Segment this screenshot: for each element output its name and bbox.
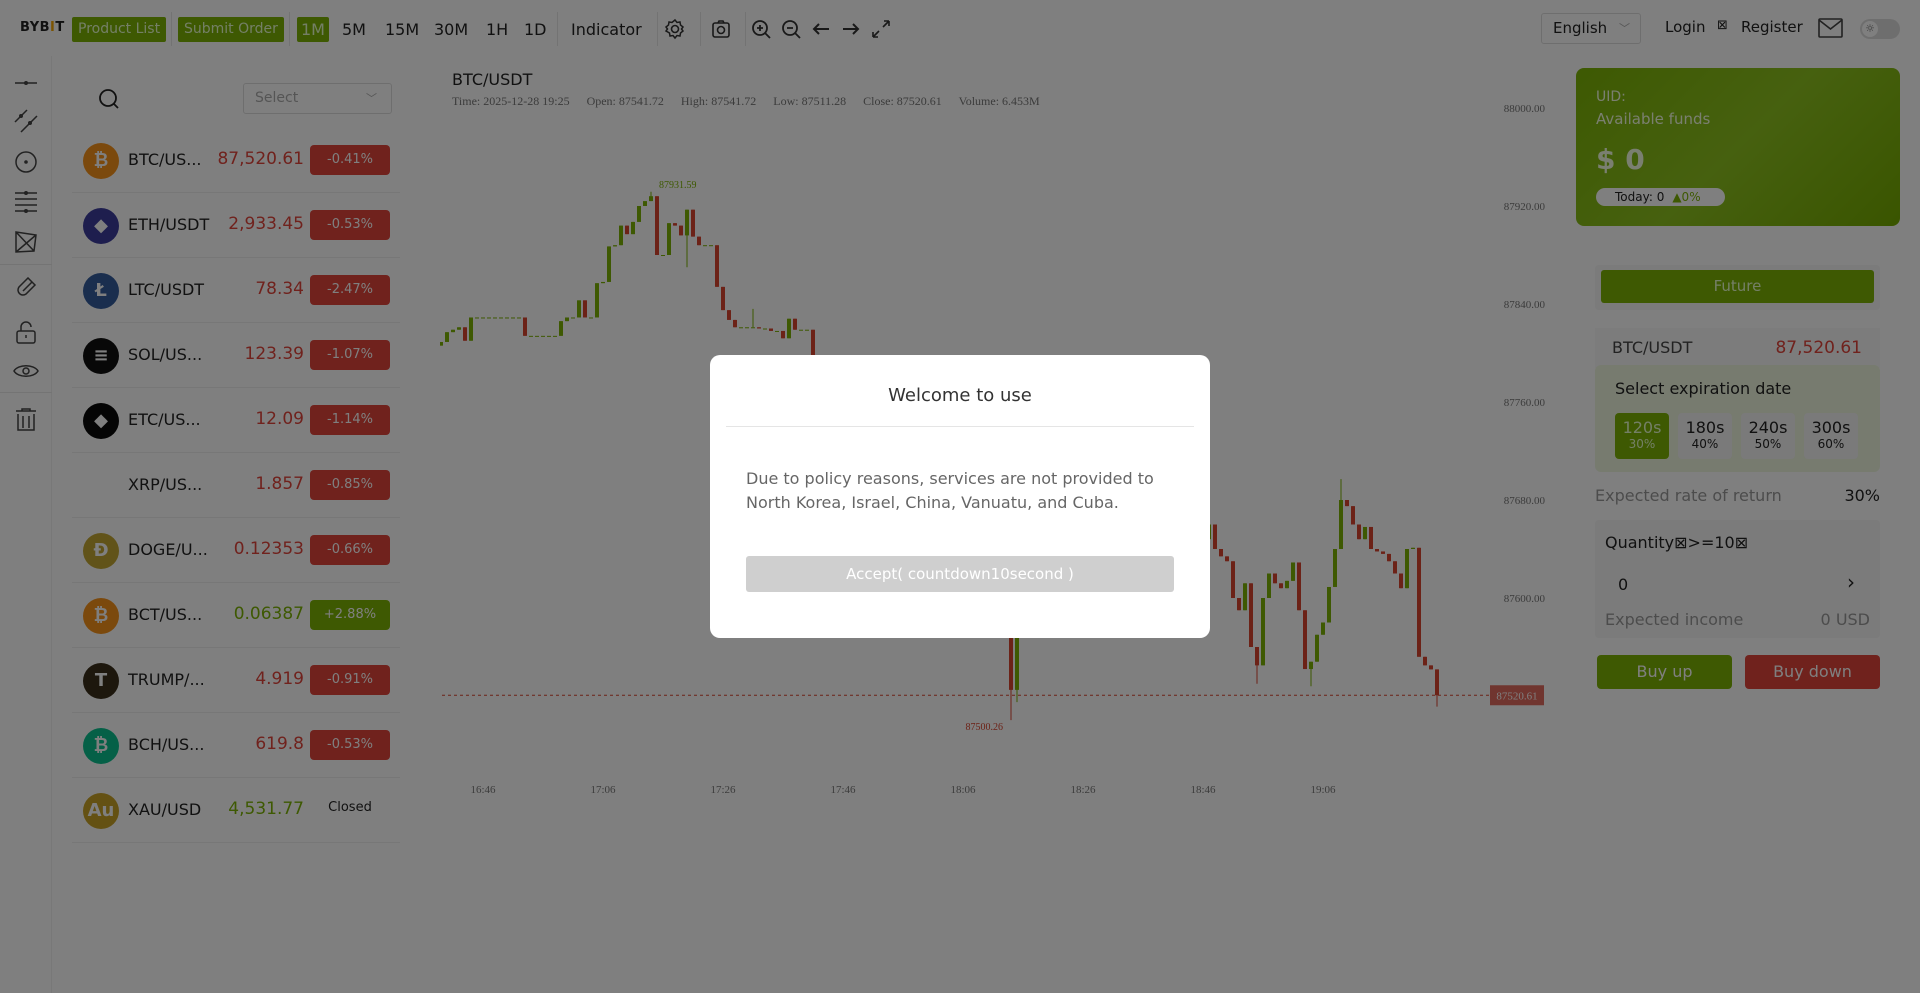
divider — [726, 426, 1194, 427]
accept-button[interactable]: Accept( countdown10second ) — [746, 556, 1174, 592]
modal-body: Due to policy reasons, services are not … — [746, 469, 1154, 512]
welcome-modal: Welcome to use Due to policy reasons, se… — [710, 355, 1210, 638]
modal-title: Welcome to use — [888, 385, 1032, 406]
